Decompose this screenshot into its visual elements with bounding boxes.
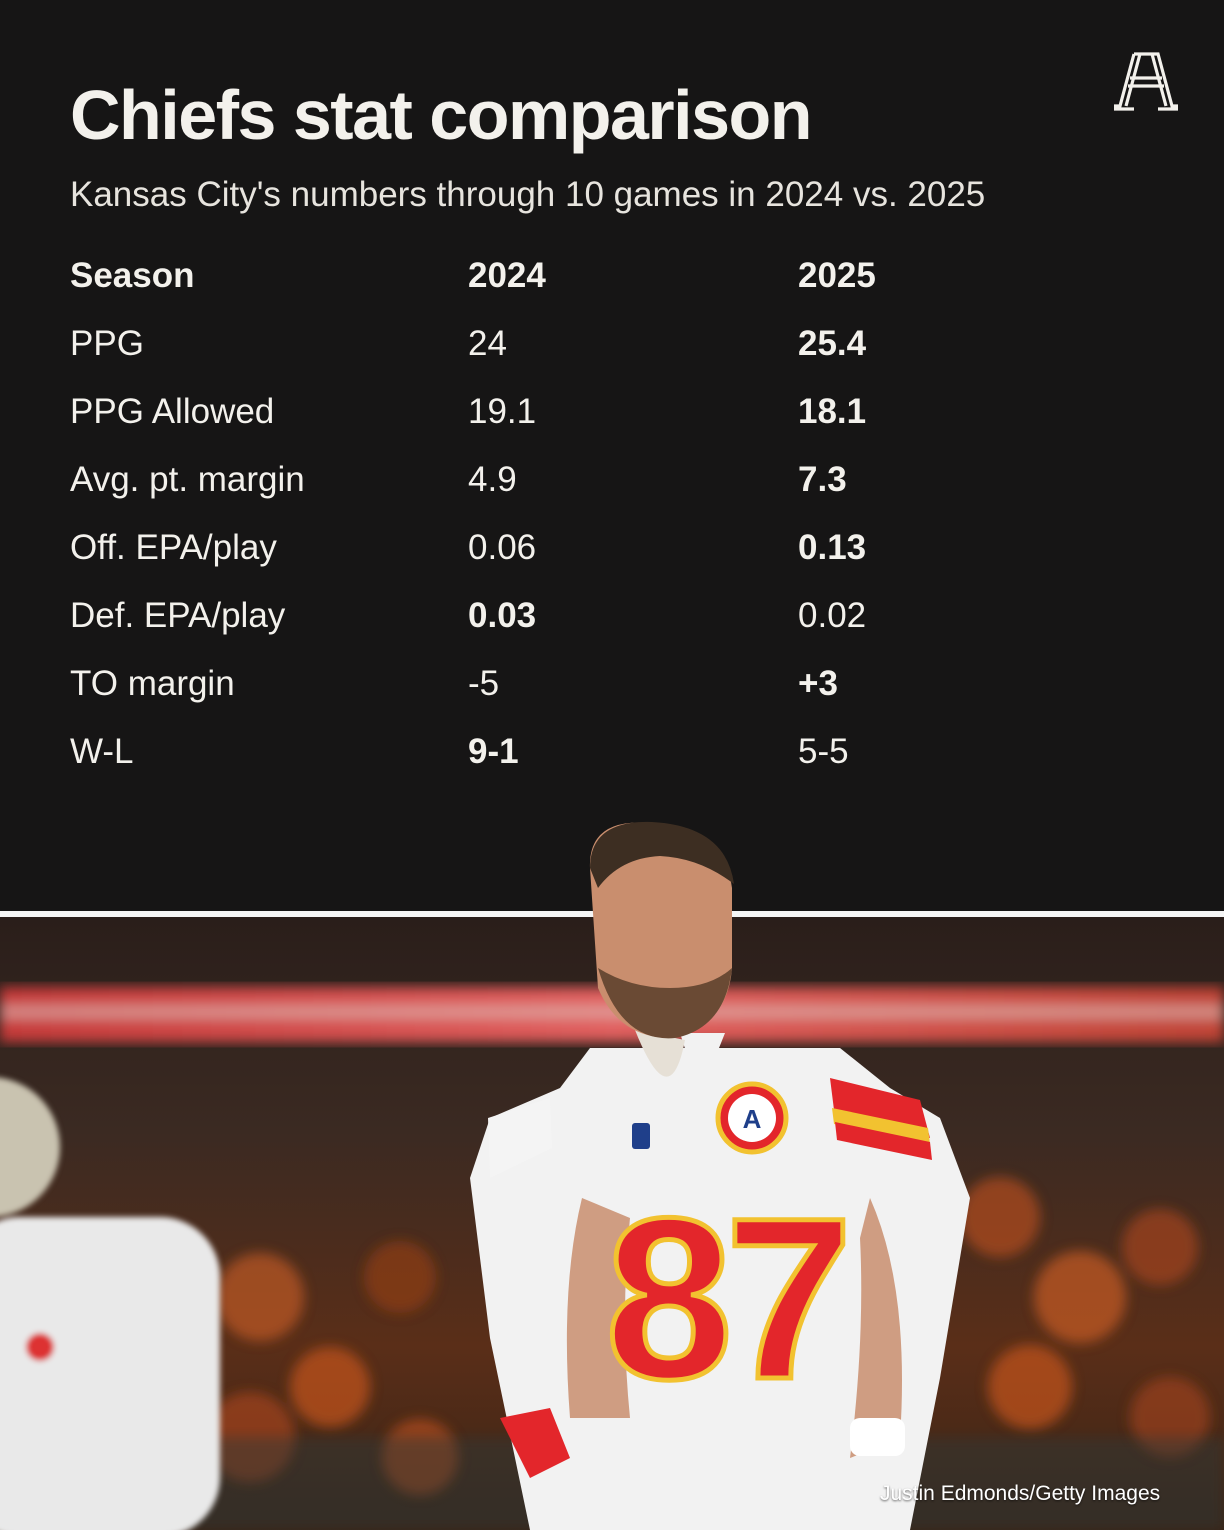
stat-label: TO margin [70,664,235,703]
stat-value-2024: 24 [468,324,507,363]
stat-value-2025: 0.13 [798,528,867,567]
stat-value-2025: 7.3 [798,460,847,499]
player-illustration: A 87 [470,821,970,1530]
table-row: PPG 24 25.4 [70,324,1070,392]
table-row: Def. EPA/play 0.03 0.02 [70,596,1070,664]
the-athletic-logo-icon [1114,52,1178,111]
stat-value-2025: +3 [798,664,838,703]
stat-value-2025: 18.1 [798,392,867,431]
page-title: Chiefs stat comparison [70,76,813,154]
stat-label: PPG [70,324,144,363]
table-row: Avg. pt. margin 4.9 7.3 [70,460,1070,528]
table-row: TO margin -5 +3 [70,664,1070,732]
stat-label: Avg. pt. margin [70,460,305,499]
stat-value-2025: 25.4 [798,324,867,363]
column-header-season: Season [70,256,195,295]
stat-label: W-L [70,732,134,771]
stat-value-2025: 0.02 [798,596,867,635]
svg-text:A: A [743,1104,762,1134]
column-header-2025: 2025 [798,256,876,295]
stat-label: Def. EPA/play [70,596,286,635]
stat-value-2024: 19.1 [468,392,537,431]
stat-label: Off. EPA/play [70,528,277,567]
stat-value-2025: 5-5 [798,732,849,771]
column-header-2024: 2024 [468,256,546,295]
stat-value-2024: 0.03 [468,596,537,635]
stats-table: Season 2024 2025 PPG 24 25.4 PPG Allowed 19.… [70,256,1070,800]
jersey-number: 87 [605,1170,845,1427]
stat-value-2024: -5 [468,664,500,703]
table-row: Off. EPA/play 0.06 0.13 [70,528,1070,596]
table-row: W-L 9-1 5-5 [70,732,1070,800]
photo-credit: Justin Edmonds/Getty Images [880,1482,1161,1505]
stat-value-2024: 4.9 [468,460,517,499]
page-subtitle: Kansas City's numbers through 10 games i… [70,175,986,214]
table-header-row: Season 2024 2025 [70,256,1070,324]
stat-value-2024: 0.06 [468,528,537,567]
table-row: PPG Allowed 19.1 18.1 [70,392,1070,460]
stat-label: PPG Allowed [70,392,275,431]
stat-value-2024: 9-1 [468,732,519,771]
